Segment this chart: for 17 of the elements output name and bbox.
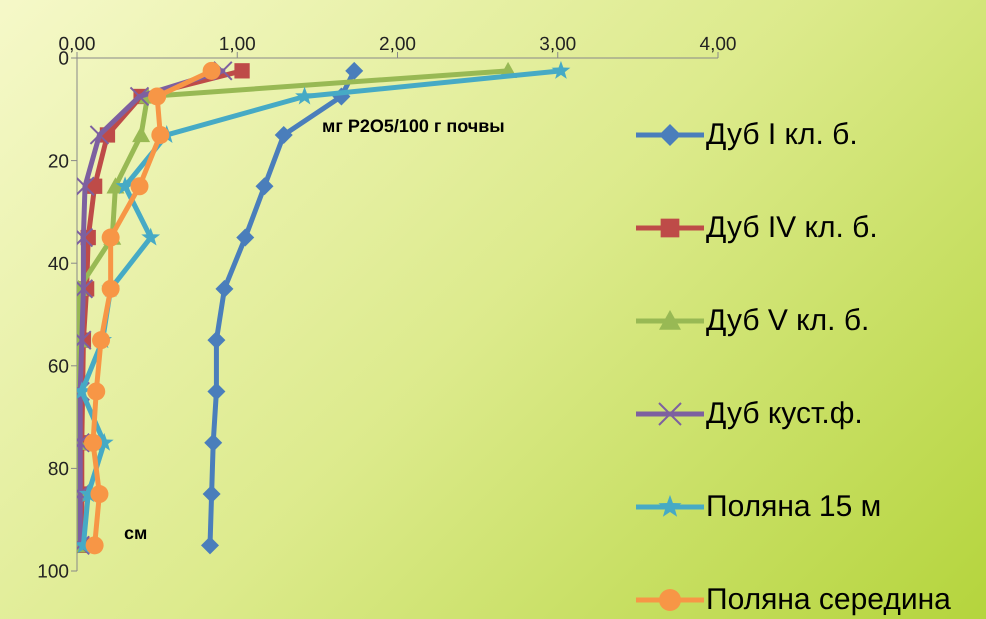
legend-label: Поляна 15 м — [706, 490, 882, 524]
y-tick-label: 80 — [48, 459, 69, 480]
y-tick-label: 100 — [37, 562, 69, 583]
legend-label: Дуб куст.ф. — [706, 396, 863, 430]
x-tick-label: 1,00 — [218, 34, 256, 55]
x-tick-label: 3,00 — [539, 34, 576, 55]
x-tick-label: 4,00 — [700, 34, 736, 55]
legend-label: Дуб V кл. б. — [706, 304, 870, 338]
y-tick-label: 40 — [48, 254, 69, 275]
x-axis-title: мг P2O5/100 г почвы — [322, 116, 505, 137]
y-tick-label: 20 — [48, 151, 69, 172]
y-axis-title: см — [124, 523, 148, 544]
x-tick-label: 2,00 — [379, 34, 416, 55]
y-tick-label: 60 — [48, 356, 69, 378]
legend-label: Дуб I кл. б. — [706, 118, 858, 152]
legend-label: Дуб IV кл. б. — [706, 210, 878, 244]
legend-label: Поляна середина — [706, 582, 951, 616]
